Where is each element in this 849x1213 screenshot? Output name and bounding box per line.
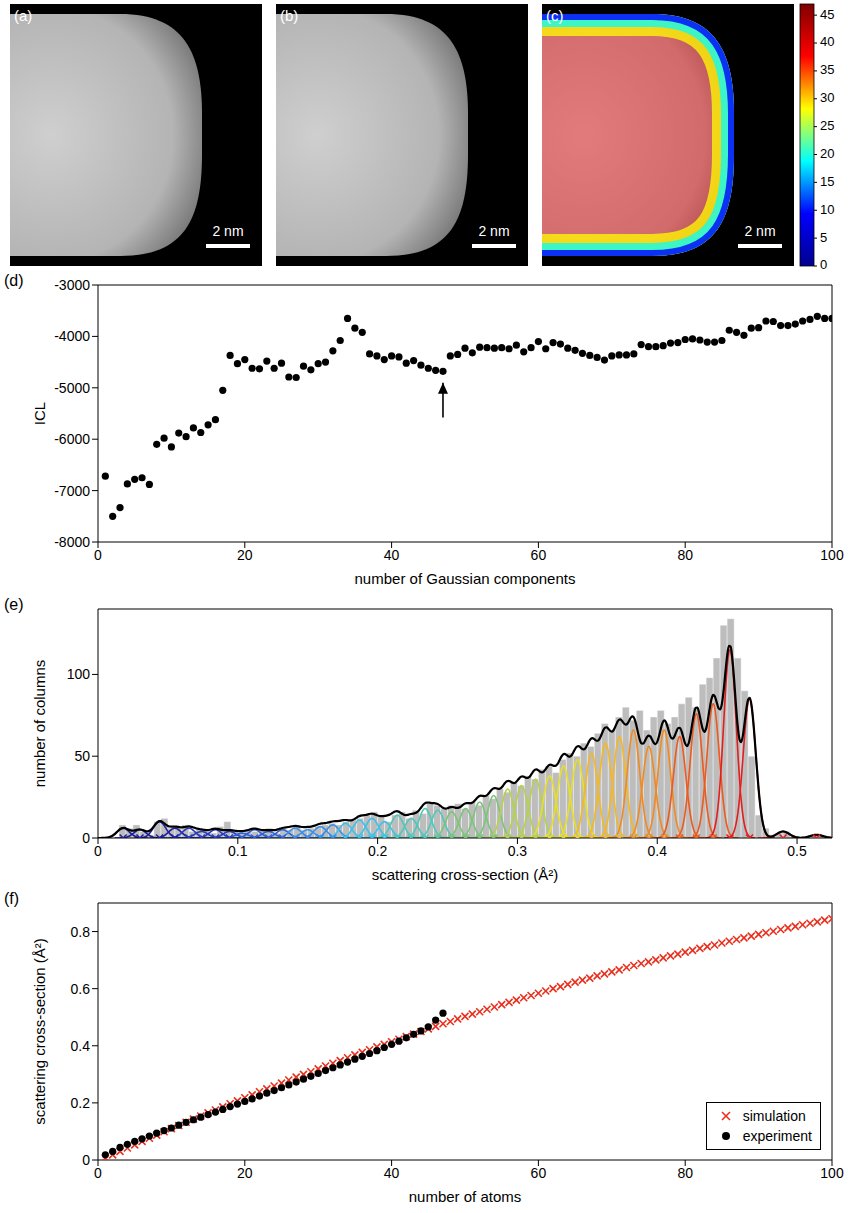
svg-text:0.6: 0.6 — [71, 981, 91, 997]
svg-text:100: 100 — [820, 1165, 844, 1181]
svg-text:30: 30 — [820, 90, 834, 105]
svg-text:scattering cross-section (Å²): scattering cross-section (Å²) — [372, 866, 559, 883]
svg-text:number of atoms: number of atoms — [409, 1188, 522, 1205]
svg-text:25: 25 — [820, 118, 834, 133]
svg-text:2 nm: 2 nm — [478, 223, 509, 239]
svg-text:ICL: ICL — [31, 402, 48, 425]
svg-text:35: 35 — [820, 62, 834, 77]
svg-text:0.2: 0.2 — [71, 1095, 91, 1111]
svg-text:5: 5 — [820, 230, 827, 245]
svg-text:0.8: 0.8 — [71, 924, 91, 940]
html-text:(d): (d) — [4, 272, 24, 289]
svg-text:0.3: 0.3 — [508, 843, 528, 859]
svg-text:2 nm: 2 nm — [744, 223, 775, 239]
svg-text:40: 40 — [384, 547, 400, 563]
svg-text:scattering cross-section (Å²): scattering cross-section (Å²) — [31, 938, 48, 1125]
svg-text:100: 100 — [67, 666, 91, 682]
svg-text:0: 0 — [82, 830, 90, 846]
svg-text:-3000: -3000 — [54, 277, 90, 293]
svg-text:(c): (c) — [546, 7, 564, 24]
svg-text:-8000: -8000 — [54, 534, 90, 550]
html-text:(e): (e) — [4, 596, 24, 613]
svg-text:0: 0 — [820, 257, 827, 272]
svg-text:number of columns: number of columns — [31, 660, 48, 788]
svg-text:20: 20 — [237, 1165, 253, 1181]
svg-text:100: 100 — [820, 547, 844, 563]
svg-text:-4000: -4000 — [54, 328, 90, 344]
svg-text:45: 45 — [820, 7, 834, 22]
svg-text:15: 15 — [820, 174, 834, 189]
svg-text:number of Gaussian components: number of Gaussian components — [355, 570, 576, 587]
svg-text:0: 0 — [82, 1152, 90, 1168]
svg-text:80: 80 — [677, 1165, 693, 1181]
svg-text:2 nm: 2 nm — [212, 223, 243, 239]
svg-text:50: 50 — [74, 748, 90, 764]
svg-text:0.4: 0.4 — [648, 843, 668, 859]
svg-text:60: 60 — [531, 547, 547, 563]
svg-text:40: 40 — [384, 1165, 400, 1181]
svg-text:0: 0 — [94, 1165, 102, 1181]
svg-text:40: 40 — [820, 34, 834, 49]
svg-text:-5000: -5000 — [54, 380, 90, 396]
svg-text:0: 0 — [94, 843, 102, 859]
svg-text:-7000: -7000 — [54, 483, 90, 499]
html-text:simulation: simulation — [742, 1108, 806, 1124]
svg-text:20: 20 — [820, 146, 834, 161]
svg-text:(a): (a) — [14, 7, 32, 24]
svg-text:0.2: 0.2 — [368, 843, 388, 859]
html-text:(f): (f) — [4, 890, 20, 907]
svg-text:10: 10 — [820, 202, 834, 217]
svg-text:80: 80 — [677, 547, 693, 563]
html-text:experiment: experiment — [742, 1128, 812, 1144]
svg-text:20: 20 — [237, 547, 253, 563]
svg-text:0.1: 0.1 — [228, 843, 248, 859]
svg-text:0.4: 0.4 — [71, 1038, 91, 1054]
svg-text:60: 60 — [531, 1165, 547, 1181]
svg-text:0: 0 — [94, 547, 102, 563]
svg-text:(b): (b) — [280, 7, 298, 24]
svg-text:0.5: 0.5 — [787, 843, 807, 859]
svg-text:-6000: -6000 — [54, 431, 90, 447]
